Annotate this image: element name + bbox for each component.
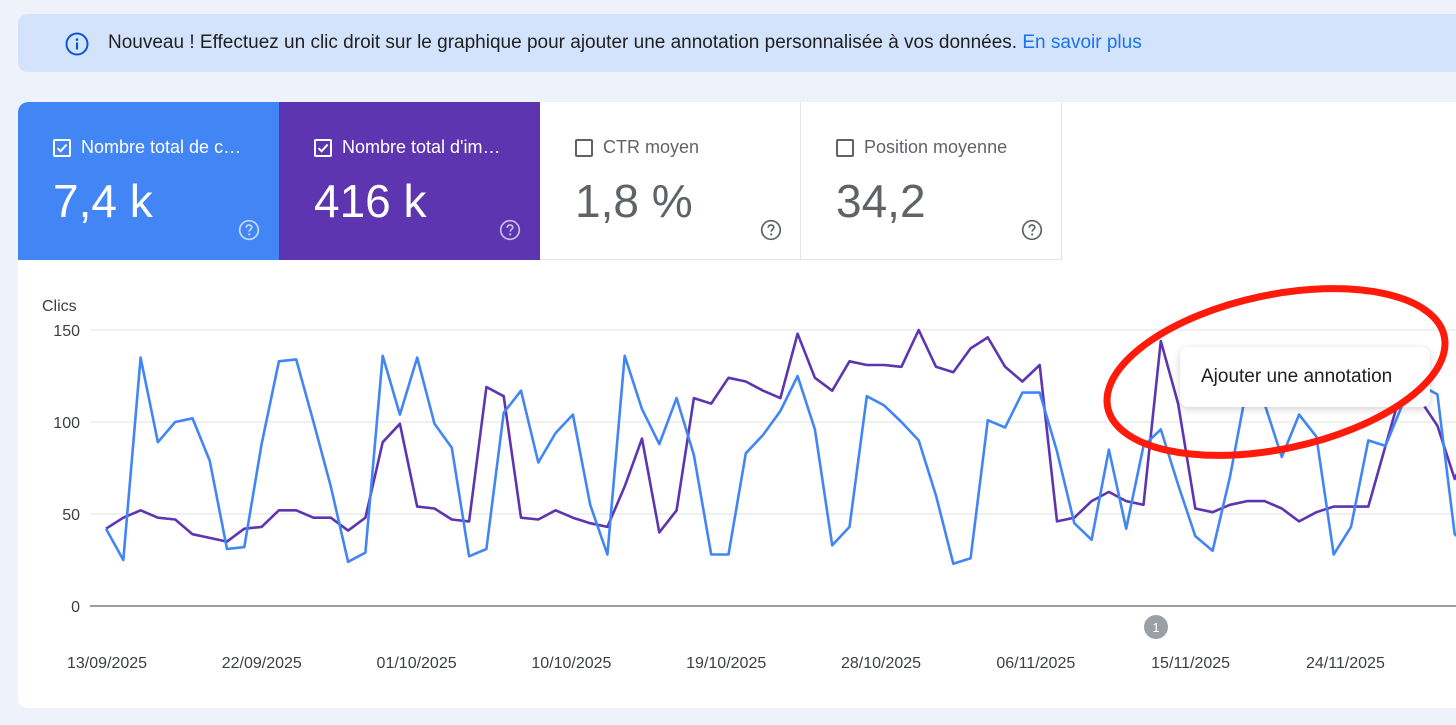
x-tick-label: 13/09/2025 — [67, 655, 147, 672]
x-tick-label: 10/10/2025 — [531, 655, 611, 672]
x-tick-label: 15/11/2025 — [1151, 655, 1230, 672]
x-tick-label: 28/10/2025 — [841, 655, 921, 672]
x-tick-label: 06/11/2025 — [996, 655, 1075, 672]
checkbox-position[interactable] — [836, 139, 854, 157]
metric-cards: Nombre total de c… 7,4 k Nombre total d'… — [18, 102, 1062, 260]
help-icon[interactable] — [1021, 219, 1043, 241]
metric-card-impressions[interactable]: Nombre total d'im… 416 k — [279, 102, 540, 260]
metric-value-impressions: 416 k — [314, 175, 427, 227]
checkbox-clicks[interactable] — [53, 139, 71, 157]
info-icon — [65, 32, 89, 56]
y-tick-label: 100 — [53, 415, 80, 432]
check-icon — [317, 143, 329, 153]
info-banner: Nouveau ! Effectuez un clic droit sur le… — [18, 14, 1456, 72]
metric-value-clicks: 7,4 k — [53, 175, 153, 227]
check-icon — [56, 143, 68, 153]
add-annotation-menu-item[interactable]: Ajouter une annotation — [1180, 347, 1430, 407]
banner-message: Nouveau ! Effectuez un clic droit sur le… — [108, 32, 1018, 53]
x-tick-label: 01/10/2025 — [377, 655, 457, 672]
y-tick-label: 150 — [53, 323, 80, 340]
annotation-marker[interactable]: 1 — [1144, 615, 1168, 639]
help-icon[interactable] — [238, 219, 260, 241]
help-icon[interactable] — [760, 219, 782, 241]
x-tick-label: 19/10/2025 — [686, 655, 766, 672]
y-axis-label: Clics — [42, 298, 77, 315]
annotation-marker-label: 1 — [1152, 620, 1159, 635]
learn-more-link[interactable]: En savoir plus — [1022, 32, 1142, 53]
banner-text: Nouveau ! Effectuez un clic droit sur le… — [108, 14, 1142, 72]
x-tick-label: 24/11/2025 — [1306, 655, 1385, 672]
metric-value-ctr: 1,8 % — [575, 175, 693, 227]
x-tick-label: 22/09/2025 — [222, 655, 302, 672]
help-icon[interactable] — [499, 219, 521, 241]
checkbox-ctr[interactable] — [575, 139, 593, 157]
checkbox-impressions[interactable] — [314, 139, 332, 157]
metric-card-clicks[interactable]: Nombre total de c… 7,4 k — [18, 102, 279, 260]
y-tick-label: 0 — [71, 599, 80, 616]
metric-card-position[interactable]: Position moyenne 34,2 — [801, 102, 1062, 260]
series-line-1 — [105, 328, 1456, 543]
y-tick-label: 50 — [62, 507, 80, 524]
metric-value-position: 34,2 — [836, 175, 926, 227]
metric-card-ctr[interactable]: CTR moyen 1,8 % — [540, 102, 801, 260]
